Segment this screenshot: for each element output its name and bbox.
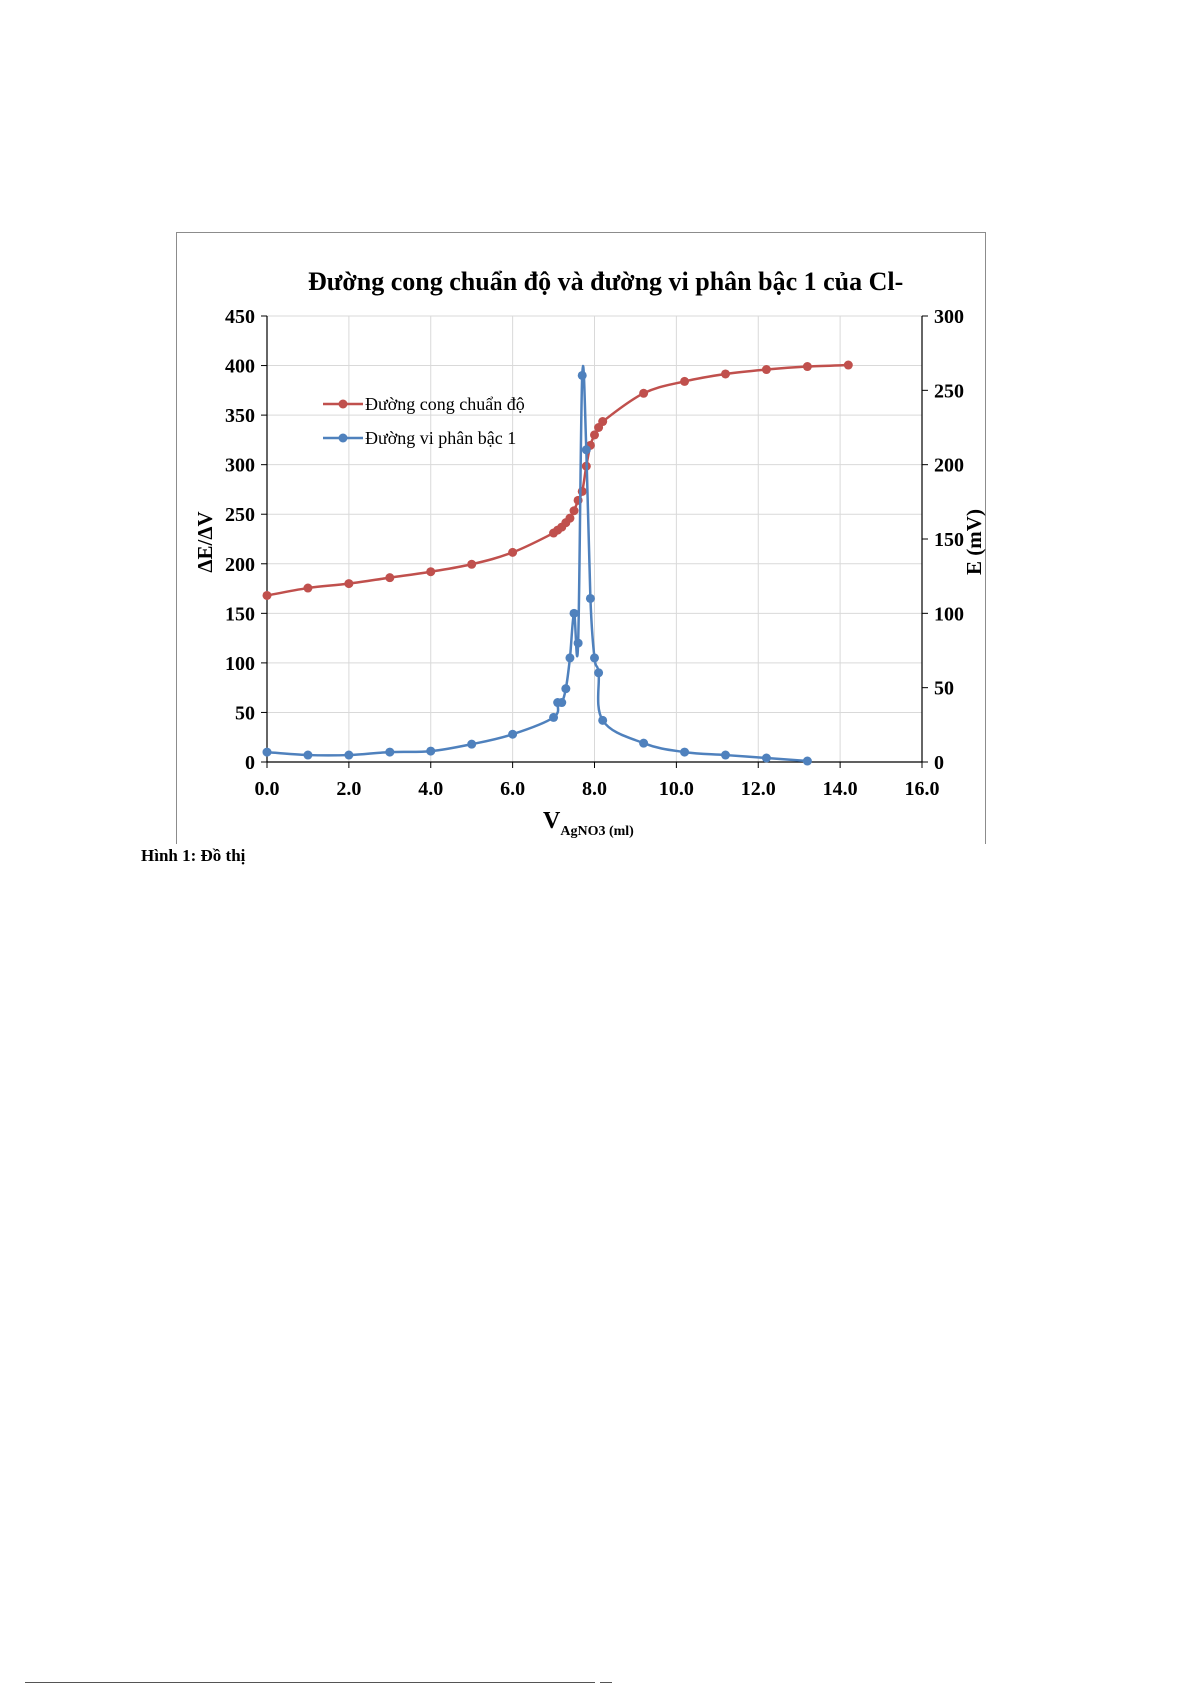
- footer-rule-short: [600, 1682, 612, 1683]
- y-left-tick-label: 250: [225, 504, 255, 526]
- series-1: [262, 364, 812, 766]
- data-point: [385, 573, 395, 583]
- footer-rule: [25, 1682, 595, 1683]
- y-left-tick-label: 100: [225, 653, 255, 675]
- x-tick-label: 12.0: [741, 778, 776, 800]
- data-point: [557, 698, 567, 708]
- legend-marker-derivative: [338, 433, 348, 443]
- data-point: [467, 739, 477, 749]
- legend-marker-titration: [338, 399, 348, 409]
- data-point: [843, 360, 853, 370]
- series-line: [266, 364, 808, 763]
- x-tick-label: 4.0: [418, 778, 443, 800]
- y-right-tick-label: 0: [934, 752, 944, 774]
- data-point: [761, 365, 771, 375]
- data-point: [565, 653, 575, 663]
- data-point: [426, 746, 436, 756]
- x-axis-label-main: V: [543, 808, 561, 834]
- data-point: [639, 738, 649, 748]
- data-point: [721, 369, 730, 379]
- series: [262, 360, 853, 766]
- gridlines: [267, 315, 923, 762]
- chart: Đường cong chuẩn độ và đường vi phân bậc…: [193, 267, 986, 839]
- data-point: [467, 559, 477, 569]
- y-left-tick-label: 0: [245, 752, 255, 774]
- data-point: [262, 590, 272, 600]
- data-point: [802, 362, 812, 372]
- y-left-tick-label: 200: [225, 554, 255, 576]
- data-point: [344, 750, 354, 760]
- series-line: [266, 363, 849, 597]
- legend: Đường cong chuẩn độ Đường vi phân bậc 1: [323, 394, 525, 448]
- x-tick-label: 8.0: [582, 778, 607, 800]
- data-point: [577, 370, 587, 380]
- y-right-tick-label: 50: [934, 678, 954, 700]
- data-point: [680, 376, 690, 386]
- data-point: [303, 750, 313, 760]
- legend-item-derivative: Đường vi phân bậc 1: [323, 428, 516, 448]
- y-right-tick-label: 100: [934, 603, 964, 625]
- data-point: [573, 638, 583, 648]
- data-point: [761, 753, 771, 763]
- data-point: [344, 579, 354, 589]
- y-right-tick-label: 300: [934, 306, 964, 328]
- y-left-tick-labels: 0 50 100 150 200 250 300 350 400 450: [225, 306, 255, 774]
- x-axis-label: VAgNO3 (ml): [543, 808, 634, 839]
- y-right-tick-label: 250: [934, 380, 964, 402]
- y-axis-right-label: E (mV): [962, 509, 986, 575]
- x-tick-label: 14.0: [823, 778, 858, 800]
- chart-frame: Đường cong chuẩn độ và đường vi phân bậc…: [176, 232, 986, 844]
- data-point: [508, 729, 518, 739]
- y-left-tick-label: 450: [225, 306, 255, 328]
- y-right-tick-labels: 0 50 100 150 200 250 300: [934, 306, 964, 774]
- x-tick-label: 16.0: [905, 778, 940, 800]
- data-point: [565, 513, 575, 523]
- y-right-tick-label: 200: [934, 455, 964, 477]
- data-point: [590, 653, 599, 663]
- y-left-tick-label: 300: [225, 455, 255, 477]
- legend-label-derivative: Đường vi phân bậc 1: [365, 428, 516, 448]
- data-point: [426, 567, 436, 577]
- x-tick-labels: 0.0 2.0 4.0 6.0 8.0 10.0 12.0 14.0 16.0: [255, 778, 940, 800]
- data-point: [549, 712, 559, 722]
- data-point: [385, 747, 395, 757]
- data-point: [303, 583, 313, 593]
- data-point: [590, 430, 599, 440]
- data-point: [721, 750, 730, 760]
- data-point: [585, 593, 595, 603]
- x-axis-label-sub: AgNO3 (ml): [560, 824, 634, 839]
- data-point: [569, 608, 579, 618]
- data-point: [680, 747, 690, 757]
- data-point: [508, 547, 518, 557]
- data-point: [581, 445, 591, 455]
- y-left-tick-label: 400: [225, 356, 255, 378]
- y-axis-left-label: ΔE/ΔV: [193, 511, 217, 572]
- data-point: [598, 715, 608, 725]
- data-point: [598, 417, 608, 427]
- axes: [261, 315, 928, 768]
- figure-caption: Hình 1: Đồ thị: [141, 846, 246, 865]
- data-point: [569, 506, 579, 516]
- x-tick-label: 0.0: [255, 778, 280, 800]
- x-tick-label: 6.0: [500, 778, 525, 800]
- data-point: [594, 668, 604, 678]
- chart-title: Đường cong chuẩn độ và đường vi phân bậc…: [308, 267, 903, 296]
- legend-item-titration: Đường cong chuẩn độ: [323, 394, 525, 414]
- y-left-tick-label: 150: [225, 603, 255, 625]
- data-point: [561, 684, 571, 694]
- x-tick-label: 10.0: [659, 778, 694, 800]
- data-point: [802, 756, 812, 766]
- y-left-tick-label: 50: [235, 702, 255, 724]
- y-left-tick-label: 350: [225, 405, 255, 427]
- x-tick-label: 2.0: [336, 778, 361, 800]
- data-point: [639, 388, 649, 398]
- legend-label-titration: Đường cong chuẩn độ: [365, 394, 525, 414]
- y-right-tick-label: 150: [934, 529, 964, 551]
- data-point: [262, 747, 272, 757]
